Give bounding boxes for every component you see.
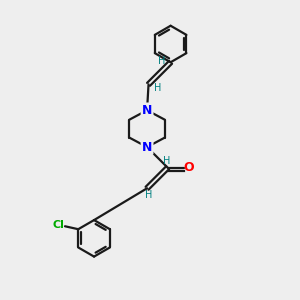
Text: H: H <box>158 56 165 66</box>
Text: N: N <box>142 141 152 154</box>
Text: H: H <box>163 156 170 166</box>
Text: Cl: Cl <box>52 220 64 230</box>
Text: H: H <box>145 190 152 200</box>
Text: N: N <box>142 104 152 117</box>
Text: H: H <box>154 83 162 93</box>
Text: O: O <box>184 161 194 174</box>
